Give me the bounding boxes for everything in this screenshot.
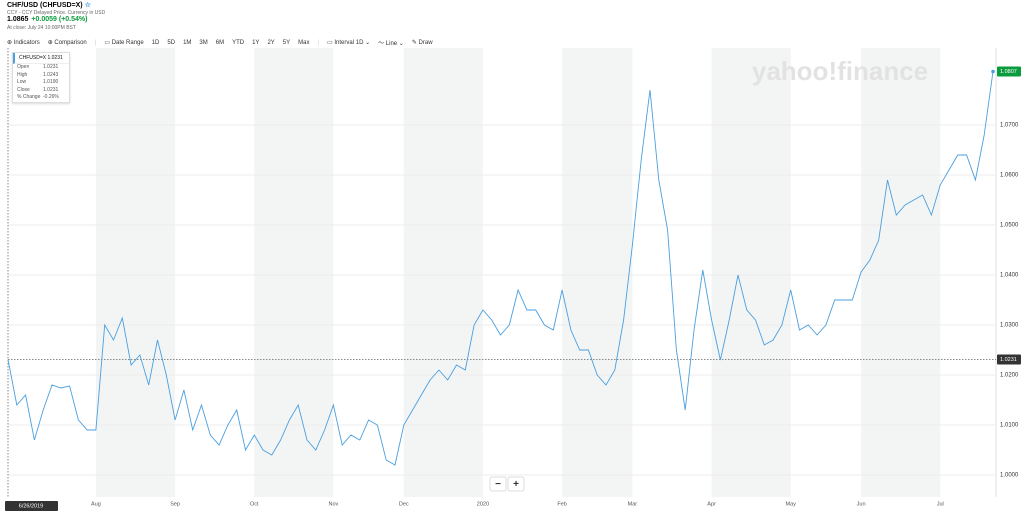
tooltip-value: 1.0190 [43,79,59,85]
tooltip-value: 1.0231 [43,86,59,93]
date-range-button[interactable]: ▭ Date Range [104,40,144,46]
x-tick-label: Feb [557,501,566,507]
line-button[interactable]: 〜 Line ⌄ [378,41,404,47]
label: Indicators [13,40,40,46]
label: Line [385,41,398,47]
interval-button[interactable]: ▭ Interval 1D ⌄ [327,40,371,46]
tooltip-value: 1.0231 [43,64,59,70]
x-tick-label: Nov [329,501,339,507]
draw-button[interactable]: ✎ Draw [411,40,433,46]
tooltip-row: Open 1.0231 [13,64,69,72]
separator: | [94,39,97,46]
range-buttons: 1D 5D 1M 3M 6M YTD 1Y 2Y 5Y Max [152,40,310,46]
x-tick-label: Aug [91,501,101,507]
watermark: yahoo!finance [752,56,928,86]
y-tick-label: 1.0400 [1000,273,1019,279]
range-button[interactable]: 5D [167,39,176,46]
comparison-button[interactable]: ⊕ Comparison [47,40,87,46]
zoom-label: + [513,479,519,490]
tooltip-key: % Change [17,94,41,100]
y-tick-label: 1.0300 [1000,323,1019,329]
month-band [711,48,791,497]
range-button[interactable]: 1D [151,39,160,46]
last-price-label: 1.0807 [1000,69,1017,75]
date-box [5,501,58,511]
label: Date Range [111,40,144,46]
month-band [562,48,633,497]
range-button[interactable]: 1M [183,39,192,46]
month-band [95,48,176,497]
x-tick-label: Jun [857,501,866,507]
date-label: 6/26/2019 [19,503,43,509]
range-button[interactable]: YTD [232,39,245,46]
symbol: CHF/USD (CHFUSD=X) ☆ [7,1,91,9]
x-tick-label: Mar [628,501,638,507]
price: 1.0865 [7,16,29,23]
tooltip-key: Close [17,86,30,93]
range-button[interactable]: 2Y [267,39,275,46]
y-tick-label: 1.0200 [1000,373,1019,379]
x-tick-label: Oct [250,501,259,507]
indicators-button[interactable]: ⊕ Indicators [7,40,40,46]
star[interactable]: ☆ [84,2,91,9]
tooltip: CHFUSD=X 1.0231 Open 1.0231 High 1.0243 Low 1… [12,52,70,103]
background [95,48,941,497]
x-tick-label: Jul [937,501,944,507]
toolbar: ⊕ Indicators ⊕ Comparison | ▭ Date Range… [7,38,433,48]
range-button[interactable]: 1Y [252,39,260,46]
range-button[interactable]: 5Y [282,39,291,46]
x-tick-label: Dec [399,501,409,507]
close-time: At close: July 24 10:00PM BST [7,25,76,31]
range-button[interactable]: 6M [215,39,225,46]
y-tick-label: 1.0600 [1000,173,1019,179]
month-band [403,48,483,497]
symbol-text: CHF/USD (CHFUSD=X) [7,2,83,9]
tooltip-row: Low 1.0190 [13,79,69,87]
zoom-button[interactable] [489,476,507,492]
x-tick-label: May [786,501,797,507]
range-button[interactable]: Max [298,39,310,46]
crosshair-label: 1.0231 [1000,357,1017,363]
subtitle: CCY - CCY Delayed Price. Currency in USD [7,10,106,16]
separator: | [317,39,320,46]
month-band [861,48,941,497]
crosshair-box [997,354,1021,365]
quote: 1.0865 +0.0059 (+0.54%) [7,16,87,23]
zoom-button[interactable] [507,476,525,492]
x-tick-label: Apr [707,501,716,507]
tooltip-row: % Change -0.26% [13,94,69,102]
label: Draw [418,40,433,46]
tooltip-title: CHFUSD=X 1.0231 [13,53,69,64]
x-tick-label: Sep [170,501,180,507]
label: Interval [334,40,355,46]
tooltip-key: Low [17,79,27,85]
last-point [991,69,995,74]
month-band [254,48,334,497]
change: +0.0059 (+0.54%) [31,16,88,23]
y-tick-label: 1.0500 [1000,223,1019,229]
tooltip-value: -0.26% [43,94,59,100]
y-tick-label: 1.0700 [1000,123,1019,129]
range-button[interactable]: 3M [199,39,208,46]
tooltip-row: High 1.0243 [13,72,69,80]
tooltip-row: Close 1.0231 [13,87,69,95]
price-line [7,71,994,466]
y-tick-label: 1.0100 [1000,423,1019,429]
tooltip-key: High [17,71,28,78]
tooltip-key: Open [17,64,30,70]
label: Comparison [54,40,87,46]
x-tick-label: 2020 [477,501,489,507]
y-tick-label: 1.0000 [1000,473,1019,479]
value: 1D [355,40,364,46]
zoom-label: − [495,479,501,490]
last-price-box [997,66,1021,77]
tooltip-value: 1.0243 [43,71,59,78]
